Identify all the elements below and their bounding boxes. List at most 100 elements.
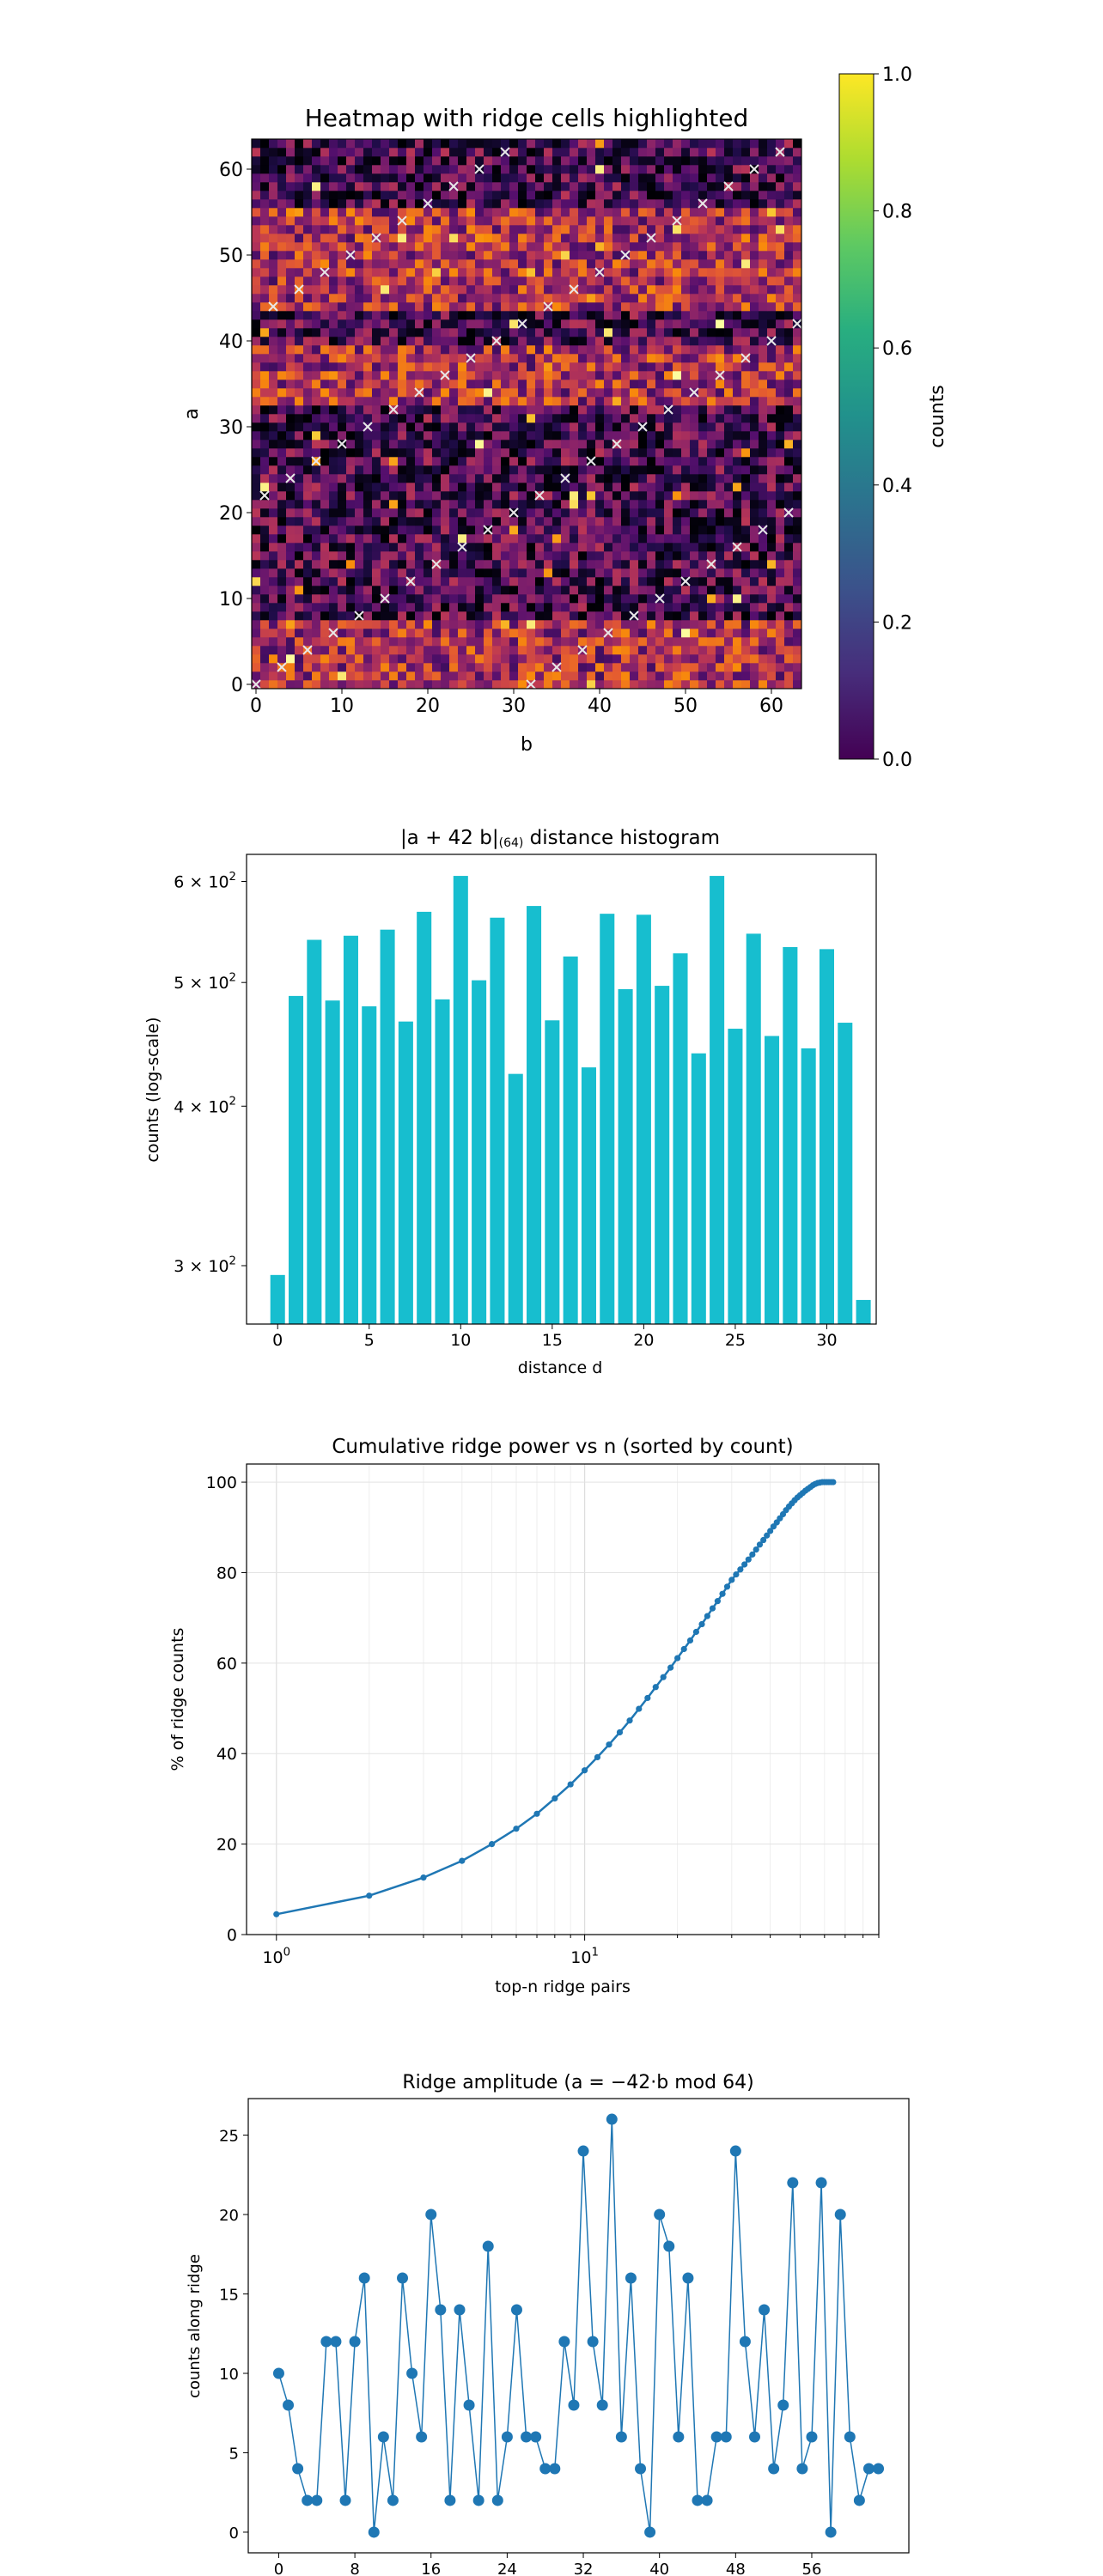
heatmap-cell	[767, 234, 777, 243]
heatmap-cell	[733, 431, 742, 440]
heatmap-cell	[587, 225, 596, 234]
y-tick-label: 0	[231, 675, 243, 696]
heatmap-cell	[312, 345, 321, 355]
heatmap-cell	[767, 311, 777, 320]
heatmap-cell	[492, 620, 502, 629]
ridge-marker	[646, 233, 656, 243]
heatmap-cell	[501, 671, 510, 681]
heatmap-cell	[612, 646, 622, 655]
heatmap-cell	[269, 405, 278, 415]
heatmap-cell	[415, 440, 424, 449]
heatmap-cell	[329, 156, 338, 166]
heatmap-cell	[381, 551, 390, 561]
heatmap-cell	[363, 208, 373, 217]
heatmap-cell	[320, 337, 330, 346]
heatmap-cell	[673, 491, 682, 501]
heatmap-cell	[501, 422, 510, 432]
heatmap-cell	[501, 199, 510, 209]
heatmap-cell	[518, 603, 527, 612]
heatmap-cell	[630, 654, 639, 664]
heatmap-cell	[484, 637, 493, 647]
heatmap-cell	[501, 526, 510, 535]
y-tick-label: 40	[219, 331, 243, 353]
heatmap-cell	[458, 440, 467, 449]
heatmap-cell	[716, 414, 725, 423]
heatmap-cell	[389, 646, 399, 655]
heatmap-cell	[767, 577, 777, 586]
heatmap-cell	[587, 285, 596, 295]
heatmap-cell	[355, 276, 364, 286]
heatmap-cell	[381, 311, 390, 320]
heatmap-cell	[544, 663, 553, 672]
heatmap-cell	[681, 234, 691, 243]
heatmap-cell	[578, 311, 588, 320]
heatmap-cell	[415, 268, 424, 277]
amplitude-line	[277, 2118, 879, 2533]
heatmap-cell	[767, 225, 777, 234]
ridge-marker-stroke	[328, 628, 338, 638]
heatmap-cell	[509, 483, 519, 492]
heatmap-cell	[277, 465, 287, 475]
cumulative-point	[830, 1479, 837, 1485]
heatmap-cell	[733, 594, 742, 604]
heatmap-cell	[346, 448, 356, 458]
heatmap-cell	[509, 285, 519, 295]
heatmap-cell	[784, 663, 794, 672]
heatmap-cell	[664, 551, 673, 561]
heatmap-cell	[621, 577, 631, 586]
heatmap-cell	[277, 191, 287, 200]
heatmap-cell	[363, 294, 373, 303]
heatmap-cell	[707, 148, 716, 157]
heatmap-cell	[767, 620, 777, 629]
heatmap-cell	[741, 431, 751, 440]
heatmap-cell	[612, 148, 622, 157]
heatmap-cell	[604, 474, 613, 483]
heatmap-cell	[424, 216, 433, 226]
heatmap-cell	[509, 165, 519, 174]
heatmap-cell	[664, 139, 673, 149]
heatmap-cell	[492, 216, 502, 226]
heatmap-cell	[466, 242, 476, 252]
heatmap-cell	[501, 483, 510, 492]
heatmap-cell	[578, 139, 588, 149]
heatmap-cell	[673, 680, 682, 690]
heatmap-cell	[733, 500, 742, 509]
heatmap-cell	[277, 225, 287, 234]
heatmap-cell	[355, 259, 364, 269]
heatmap-cell	[466, 328, 476, 337]
y-tick-label: 3 × 102	[174, 1255, 236, 1276]
heatmap-cell	[389, 251, 399, 260]
heatmap-cell	[681, 199, 691, 209]
heatmap-cell	[587, 259, 596, 269]
heatmap-cell	[655, 259, 665, 269]
heatmap-cell	[501, 285, 510, 295]
heatmap-cell	[424, 337, 433, 346]
heatmap-cell	[415, 654, 424, 664]
heatmap-cell	[570, 294, 579, 303]
heatmap-cell	[707, 311, 716, 320]
heatmap-cell	[587, 216, 596, 226]
heatmap-cell	[346, 388, 356, 398]
histogram-bar	[508, 1073, 523, 1324]
heatmap-cell	[260, 671, 270, 681]
heatmap-cell	[595, 242, 605, 252]
heatmap-cell	[415, 328, 424, 337]
heatmap-cell	[398, 285, 407, 295]
heatmap-cell	[277, 671, 287, 681]
heatmap-cell	[570, 173, 579, 183]
heatmap-cell	[552, 156, 562, 166]
heatmap-cell	[441, 637, 450, 647]
heatmap-cell	[612, 414, 622, 423]
heatmap-cell	[535, 474, 545, 483]
heatmap-cell	[329, 294, 338, 303]
heatmap-cell	[741, 156, 751, 166]
heatmap-cell	[406, 646, 416, 655]
ridge-marker	[577, 645, 588, 655]
heatmap-cell	[355, 294, 364, 303]
heatmap-cell	[638, 156, 648, 166]
heatmap-cell	[363, 319, 373, 329]
heatmap-cell	[750, 242, 759, 252]
heatmap-cell	[587, 388, 596, 398]
heatmap-cell	[492, 148, 502, 157]
heatmap-cell	[295, 337, 304, 346]
